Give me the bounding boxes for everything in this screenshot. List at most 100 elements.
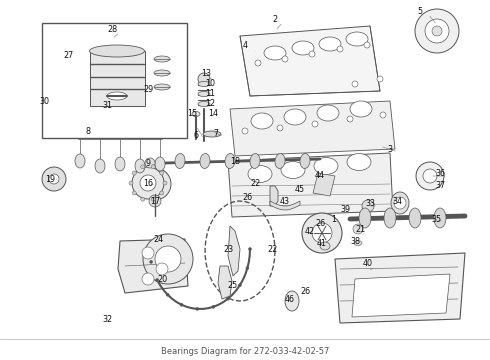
Circle shape	[309, 51, 315, 57]
Ellipse shape	[354, 240, 362, 246]
Ellipse shape	[350, 101, 372, 117]
Circle shape	[149, 195, 161, 207]
Circle shape	[180, 303, 183, 306]
Ellipse shape	[155, 157, 165, 171]
Circle shape	[196, 307, 199, 310]
Ellipse shape	[275, 153, 285, 168]
Ellipse shape	[285, 291, 299, 311]
Circle shape	[143, 234, 193, 284]
Ellipse shape	[154, 84, 170, 90]
Circle shape	[132, 171, 136, 175]
Ellipse shape	[115, 157, 125, 171]
Text: 44: 44	[315, 171, 325, 180]
Ellipse shape	[251, 113, 273, 129]
Polygon shape	[90, 51, 145, 106]
Ellipse shape	[281, 162, 305, 179]
Ellipse shape	[300, 153, 310, 168]
Ellipse shape	[320, 242, 330, 250]
Text: 34: 34	[392, 197, 402, 206]
Circle shape	[141, 197, 145, 201]
Circle shape	[352, 81, 358, 87]
Circle shape	[364, 42, 370, 48]
Text: 7: 7	[214, 130, 219, 139]
Text: 10: 10	[205, 80, 215, 89]
Ellipse shape	[250, 153, 260, 168]
Ellipse shape	[292, 41, 314, 55]
Ellipse shape	[200, 153, 210, 168]
Text: 18: 18	[230, 157, 240, 166]
Circle shape	[425, 19, 449, 43]
Circle shape	[151, 197, 155, 201]
Text: 14: 14	[208, 109, 218, 118]
Ellipse shape	[264, 46, 286, 60]
Text: 5: 5	[417, 6, 422, 15]
Text: 29: 29	[143, 85, 153, 94]
Text: 26: 26	[315, 219, 325, 228]
Polygon shape	[228, 153, 393, 217]
Circle shape	[377, 76, 383, 82]
Ellipse shape	[90, 45, 145, 57]
Text: 41: 41	[317, 239, 327, 248]
Ellipse shape	[107, 92, 127, 100]
Circle shape	[212, 305, 215, 308]
Circle shape	[156, 263, 168, 275]
Polygon shape	[240, 26, 380, 96]
Ellipse shape	[75, 154, 85, 168]
Circle shape	[160, 191, 164, 195]
Ellipse shape	[198, 102, 210, 107]
Polygon shape	[270, 186, 278, 206]
Circle shape	[246, 267, 249, 270]
Ellipse shape	[203, 131, 221, 137]
Circle shape	[142, 273, 154, 285]
Circle shape	[312, 121, 318, 127]
Circle shape	[155, 246, 181, 272]
Ellipse shape	[409, 208, 421, 228]
Circle shape	[248, 248, 251, 251]
Text: 39: 39	[340, 204, 350, 213]
Text: 43: 43	[280, 197, 290, 206]
Circle shape	[141, 165, 145, 169]
Circle shape	[362, 200, 374, 212]
Ellipse shape	[198, 91, 210, 96]
Bar	[42, 23, 187, 138]
Ellipse shape	[314, 158, 338, 175]
Circle shape	[415, 9, 459, 53]
Text: 22: 22	[267, 244, 277, 253]
Text: 1: 1	[332, 215, 337, 224]
Text: 19: 19	[45, 175, 55, 184]
Circle shape	[160, 171, 164, 175]
Circle shape	[312, 223, 332, 243]
Circle shape	[277, 125, 283, 131]
Text: 9: 9	[146, 158, 150, 167]
Circle shape	[353, 224, 363, 234]
Circle shape	[129, 181, 133, 185]
Text: 8: 8	[85, 126, 91, 135]
Text: 46: 46	[285, 294, 295, 303]
Polygon shape	[230, 101, 395, 156]
Ellipse shape	[154, 70, 170, 76]
Text: 26: 26	[300, 287, 310, 296]
Circle shape	[416, 162, 444, 190]
Ellipse shape	[175, 153, 185, 168]
Circle shape	[238, 284, 241, 287]
Text: 42: 42	[305, 226, 315, 235]
Text: 4: 4	[243, 41, 247, 50]
Ellipse shape	[142, 87, 154, 94]
Text: 22: 22	[250, 180, 260, 189]
Ellipse shape	[95, 159, 105, 173]
Circle shape	[242, 128, 248, 134]
Text: 24: 24	[153, 234, 163, 243]
Text: 31: 31	[102, 102, 112, 111]
Circle shape	[302, 213, 342, 253]
Circle shape	[255, 60, 261, 66]
Ellipse shape	[434, 208, 446, 228]
Text: 3: 3	[388, 144, 392, 153]
Ellipse shape	[43, 100, 61, 112]
Text: 27: 27	[63, 51, 73, 60]
Ellipse shape	[319, 37, 341, 51]
Polygon shape	[118, 239, 188, 293]
Polygon shape	[218, 266, 232, 299]
Ellipse shape	[359, 208, 371, 228]
Ellipse shape	[384, 208, 396, 228]
Circle shape	[132, 191, 136, 195]
